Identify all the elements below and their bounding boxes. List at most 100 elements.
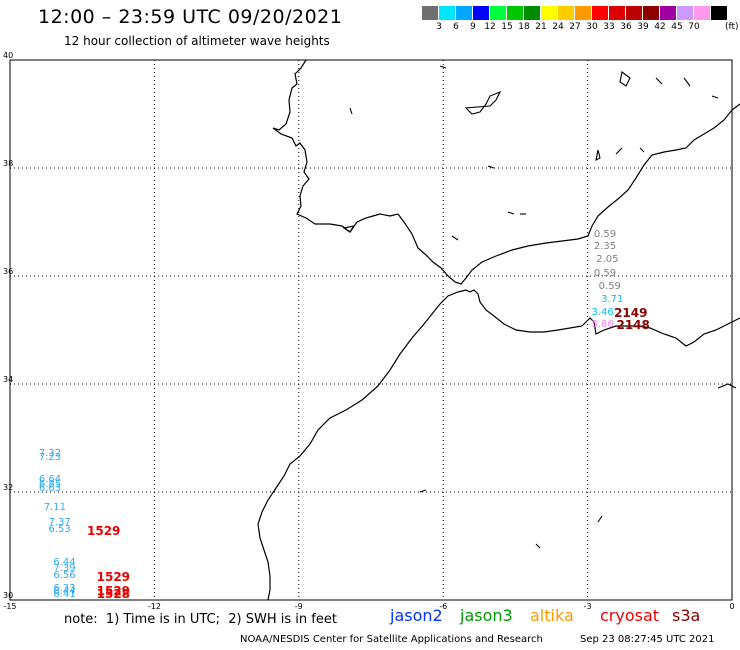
footer-note: note: 1) Time is in UTC; 2) SWH is in fe… bbox=[64, 612, 337, 627]
scale-label: (ft) bbox=[725, 22, 739, 32]
scale-label: 6 bbox=[453, 22, 459, 32]
axis-labels: 40 38 36 34 32 30 -15 -12 -9 -6 -3 0 bbox=[3, 51, 735, 611]
legend-jason2: jason2 bbox=[390, 606, 443, 625]
wave-height-label: 0.59 bbox=[593, 267, 617, 279]
island-12 bbox=[535, 543, 541, 549]
lon-label: -9 bbox=[295, 602, 303, 611]
s3a-pass-label: 2148 bbox=[616, 317, 650, 332]
wave-height-label: 6.41 bbox=[53, 588, 76, 600]
island-6 bbox=[615, 147, 623, 155]
cryosat-pass-label: 1529 bbox=[96, 583, 131, 598]
island-1 bbox=[464, 90, 502, 115]
wave-height-label: 7.37 bbox=[48, 517, 71, 529]
coast-iberia-south bbox=[397, 103, 740, 285]
lat-label: 36 bbox=[3, 267, 13, 276]
legend-altika: altika bbox=[530, 606, 574, 625]
legend-jason3: jason3 bbox=[460, 606, 513, 625]
lon-label: -6 bbox=[439, 602, 447, 611]
scale-swatch bbox=[643, 6, 660, 20]
scale-swatch bbox=[507, 6, 524, 20]
island-15 bbox=[349, 107, 353, 115]
island-16 bbox=[487, 165, 495, 169]
map-subtitle: 12 hour collection of altimeter wave hei… bbox=[64, 34, 330, 48]
wave-height-label: 3.46 bbox=[591, 307, 614, 319]
wave-height-label: 0.59 bbox=[598, 280, 621, 292]
island-5 bbox=[639, 147, 645, 153]
wave-height-label: 6.63 bbox=[38, 482, 62, 494]
scale-label: 21 bbox=[535, 22, 547, 32]
map-title: 12:00 – 23:59 UTC 09/20/2021 bbox=[38, 6, 343, 28]
coast-africa-north bbox=[469, 289, 740, 347]
island-ibiza bbox=[595, 149, 601, 161]
scale-swatch bbox=[524, 6, 541, 20]
map-frame bbox=[9, 59, 733, 601]
scale-label: 39 bbox=[637, 22, 649, 32]
scale-label: 33 bbox=[603, 22, 615, 32]
wave-height-label: 2.35 bbox=[593, 241, 617, 253]
coastline bbox=[257, 59, 740, 601]
cryosat-pass-label: 1529 bbox=[96, 570, 131, 585]
scale-swatch bbox=[694, 6, 711, 20]
island-14 bbox=[439, 65, 447, 69]
scale-label: 27 bbox=[569, 22, 581, 32]
scale-label: 3 bbox=[436, 22, 442, 32]
wave-height-color-scale bbox=[422, 6, 728, 20]
scale-label: 45 bbox=[671, 22, 683, 32]
scale-swatch bbox=[660, 6, 677, 20]
wave-height-label: 7.39 bbox=[53, 563, 76, 575]
coast-lake bbox=[342, 225, 356, 233]
s3a-pass-label: 2149 bbox=[614, 306, 648, 321]
island-mallorca bbox=[619, 71, 631, 87]
cryosat-pass-label: 1528 bbox=[96, 587, 131, 602]
scale-swatch bbox=[575, 6, 592, 20]
scale-label: 42 bbox=[654, 22, 666, 32]
legend-cryosat: cryosat bbox=[600, 606, 660, 625]
scale-swatch bbox=[592, 6, 609, 20]
wave-height-label: 6.64 bbox=[38, 474, 62, 486]
scale-label: 36 bbox=[620, 22, 632, 32]
scale-swatch bbox=[456, 6, 473, 20]
island-7 bbox=[655, 77, 663, 85]
color-scale-labels: 3 6 9 12 15 18 21 24 27 30 33 36 39 42 45 70 (ft) bbox=[422, 22, 740, 34]
wave-height-label: 2.05 bbox=[596, 254, 619, 266]
scale-swatch bbox=[473, 6, 490, 20]
scale-swatch bbox=[626, 6, 643, 20]
wave-height-label: 7.11 bbox=[43, 501, 66, 513]
wave-height-label: 6.53 bbox=[48, 523, 71, 535]
islands bbox=[349, 65, 737, 549]
wave-height-label: 3.71 bbox=[601, 293, 624, 305]
coast-africa-west bbox=[257, 289, 471, 601]
scale-label: 15 bbox=[501, 22, 513, 32]
generation-timestamp: Sep 23 08:27:45 UTC 2021 bbox=[580, 634, 715, 645]
wave-height-label: 7.23 bbox=[38, 451, 62, 463]
scale-label: 18 bbox=[518, 22, 530, 32]
wave-height-label: 6.33 bbox=[53, 583, 76, 595]
lat-label: 40 bbox=[3, 51, 13, 60]
wave-height-label: 6.56 bbox=[53, 570, 76, 582]
lon-label: 0 bbox=[729, 602, 734, 611]
island-2 bbox=[507, 211, 515, 215]
lat-label: 38 bbox=[3, 159, 13, 168]
cryosat-pass-label: 1529 bbox=[87, 523, 121, 538]
coast-iberia-west bbox=[272, 59, 399, 233]
scale-swatch bbox=[490, 6, 507, 20]
map-grid bbox=[9, 59, 733, 601]
scale-swatch bbox=[677, 6, 694, 20]
wave-height-label: 6.44 bbox=[53, 585, 76, 597]
wave-height-label: 5.86 bbox=[591, 319, 614, 331]
scale-label: 9 bbox=[470, 22, 476, 32]
wave-height-label: 6.85 bbox=[38, 478, 62, 490]
lat-label: 30 bbox=[3, 591, 13, 600]
lat-label: 32 bbox=[3, 483, 13, 492]
scale-swatch bbox=[541, 6, 558, 20]
credit-line: NOAA/NESDIS Center for Satellite Applica… bbox=[240, 634, 543, 645]
lon-label: -3 bbox=[584, 602, 592, 611]
wave-height-label: 7.32 bbox=[38, 447, 62, 459]
scale-swatch bbox=[439, 6, 456, 20]
island-4 bbox=[451, 235, 459, 241]
lat-label: 34 bbox=[3, 375, 13, 384]
island-13 bbox=[419, 489, 427, 493]
lon-label: -15 bbox=[3, 602, 16, 611]
wave-height-label: 0.59 bbox=[593, 228, 617, 240]
